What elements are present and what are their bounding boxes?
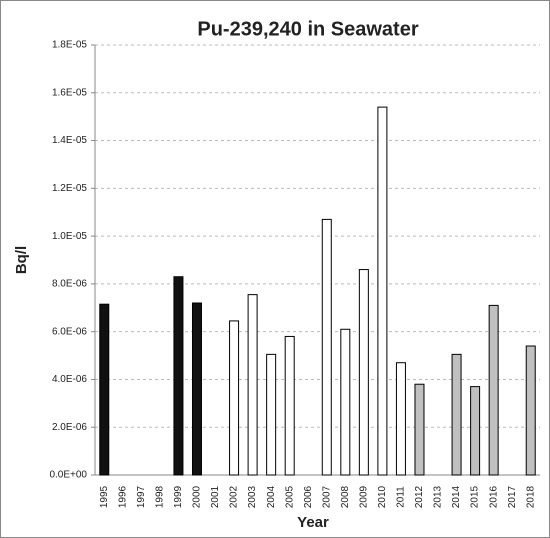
x-tick-label: 2004	[266, 485, 277, 508]
y-tick-label: 2.0E-06	[52, 422, 87, 433]
bar	[340, 328, 351, 476]
bar	[525, 345, 536, 476]
x-tick-label: 1998	[155, 485, 166, 508]
y-tick-label: 0.0E+00	[49, 470, 87, 481]
y-tick-label: 1.4E-05	[52, 135, 87, 146]
y-axis-title: Bq/l	[13, 246, 30, 274]
x-tick-label: 2008	[340, 485, 351, 508]
y-tick-label: 8.0E-06	[52, 279, 87, 290]
x-tick-label: 2003	[247, 485, 258, 508]
y-tick-label: 1.2E-05	[52, 183, 87, 194]
x-tick-label: 2010	[377, 485, 388, 508]
bar	[358, 269, 369, 476]
bar	[191, 302, 202, 476]
y-tick-label: 6.0E-06	[52, 326, 87, 337]
x-tick-label: 2000	[192, 485, 203, 508]
y-tick-label: 1.0E-05	[52, 231, 87, 242]
bar	[395, 362, 406, 476]
x-tick-label: 2006	[303, 485, 314, 508]
bar	[229, 320, 240, 476]
x-tick-label: 2018	[525, 485, 536, 508]
y-tick-label: 4.0E-06	[52, 374, 87, 385]
x-tick-label: 2011	[396, 486, 407, 508]
bar	[284, 335, 295, 476]
y-tick-label: 1.6E-05	[52, 87, 87, 98]
x-axis-title: Year	[297, 514, 329, 531]
x-tick-label: 1995	[99, 485, 110, 508]
x-tick-label: 2015	[470, 485, 481, 508]
x-tick-label: 1996	[117, 485, 128, 508]
x-tick-label: 2017	[507, 485, 518, 508]
x-tick-label: 2007	[321, 485, 332, 508]
y-tick-label: 1.8E-05	[52, 40, 87, 51]
x-tick-label: 2001	[210, 485, 221, 508]
bar	[321, 218, 332, 476]
x-tick-label: 2009	[358, 485, 369, 508]
x-tick-label: 2016	[488, 485, 499, 508]
x-tick-label: 1997	[136, 485, 147, 508]
bar	[414, 383, 425, 476]
bar	[266, 353, 277, 476]
bar	[247, 294, 258, 476]
bar	[377, 106, 388, 476]
x-tick-label: 2014	[451, 485, 462, 508]
chart-title: Pu-239,240 in Seawater	[197, 18, 418, 40]
bar	[99, 303, 110, 476]
x-tick-label: 2002	[229, 485, 240, 508]
bar	[488, 304, 499, 476]
x-tick-label: 1999	[173, 485, 184, 508]
bar	[451, 353, 462, 476]
bar	[470, 386, 481, 476]
x-tick-label: 2005	[284, 485, 295, 508]
x-tick-label: 2013	[433, 485, 444, 508]
x-tick-label: 2012	[414, 485, 425, 508]
bar	[173, 276, 184, 476]
